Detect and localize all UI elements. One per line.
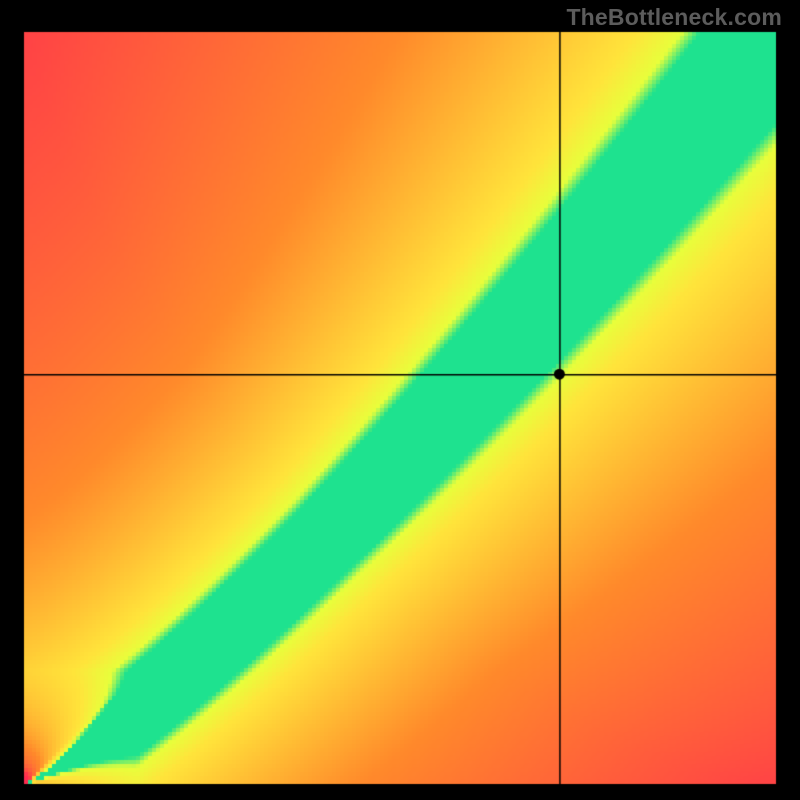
watermark-label: TheBottleneck.com <box>566 4 782 31</box>
bottleneck-heatmap <box>0 0 800 800</box>
